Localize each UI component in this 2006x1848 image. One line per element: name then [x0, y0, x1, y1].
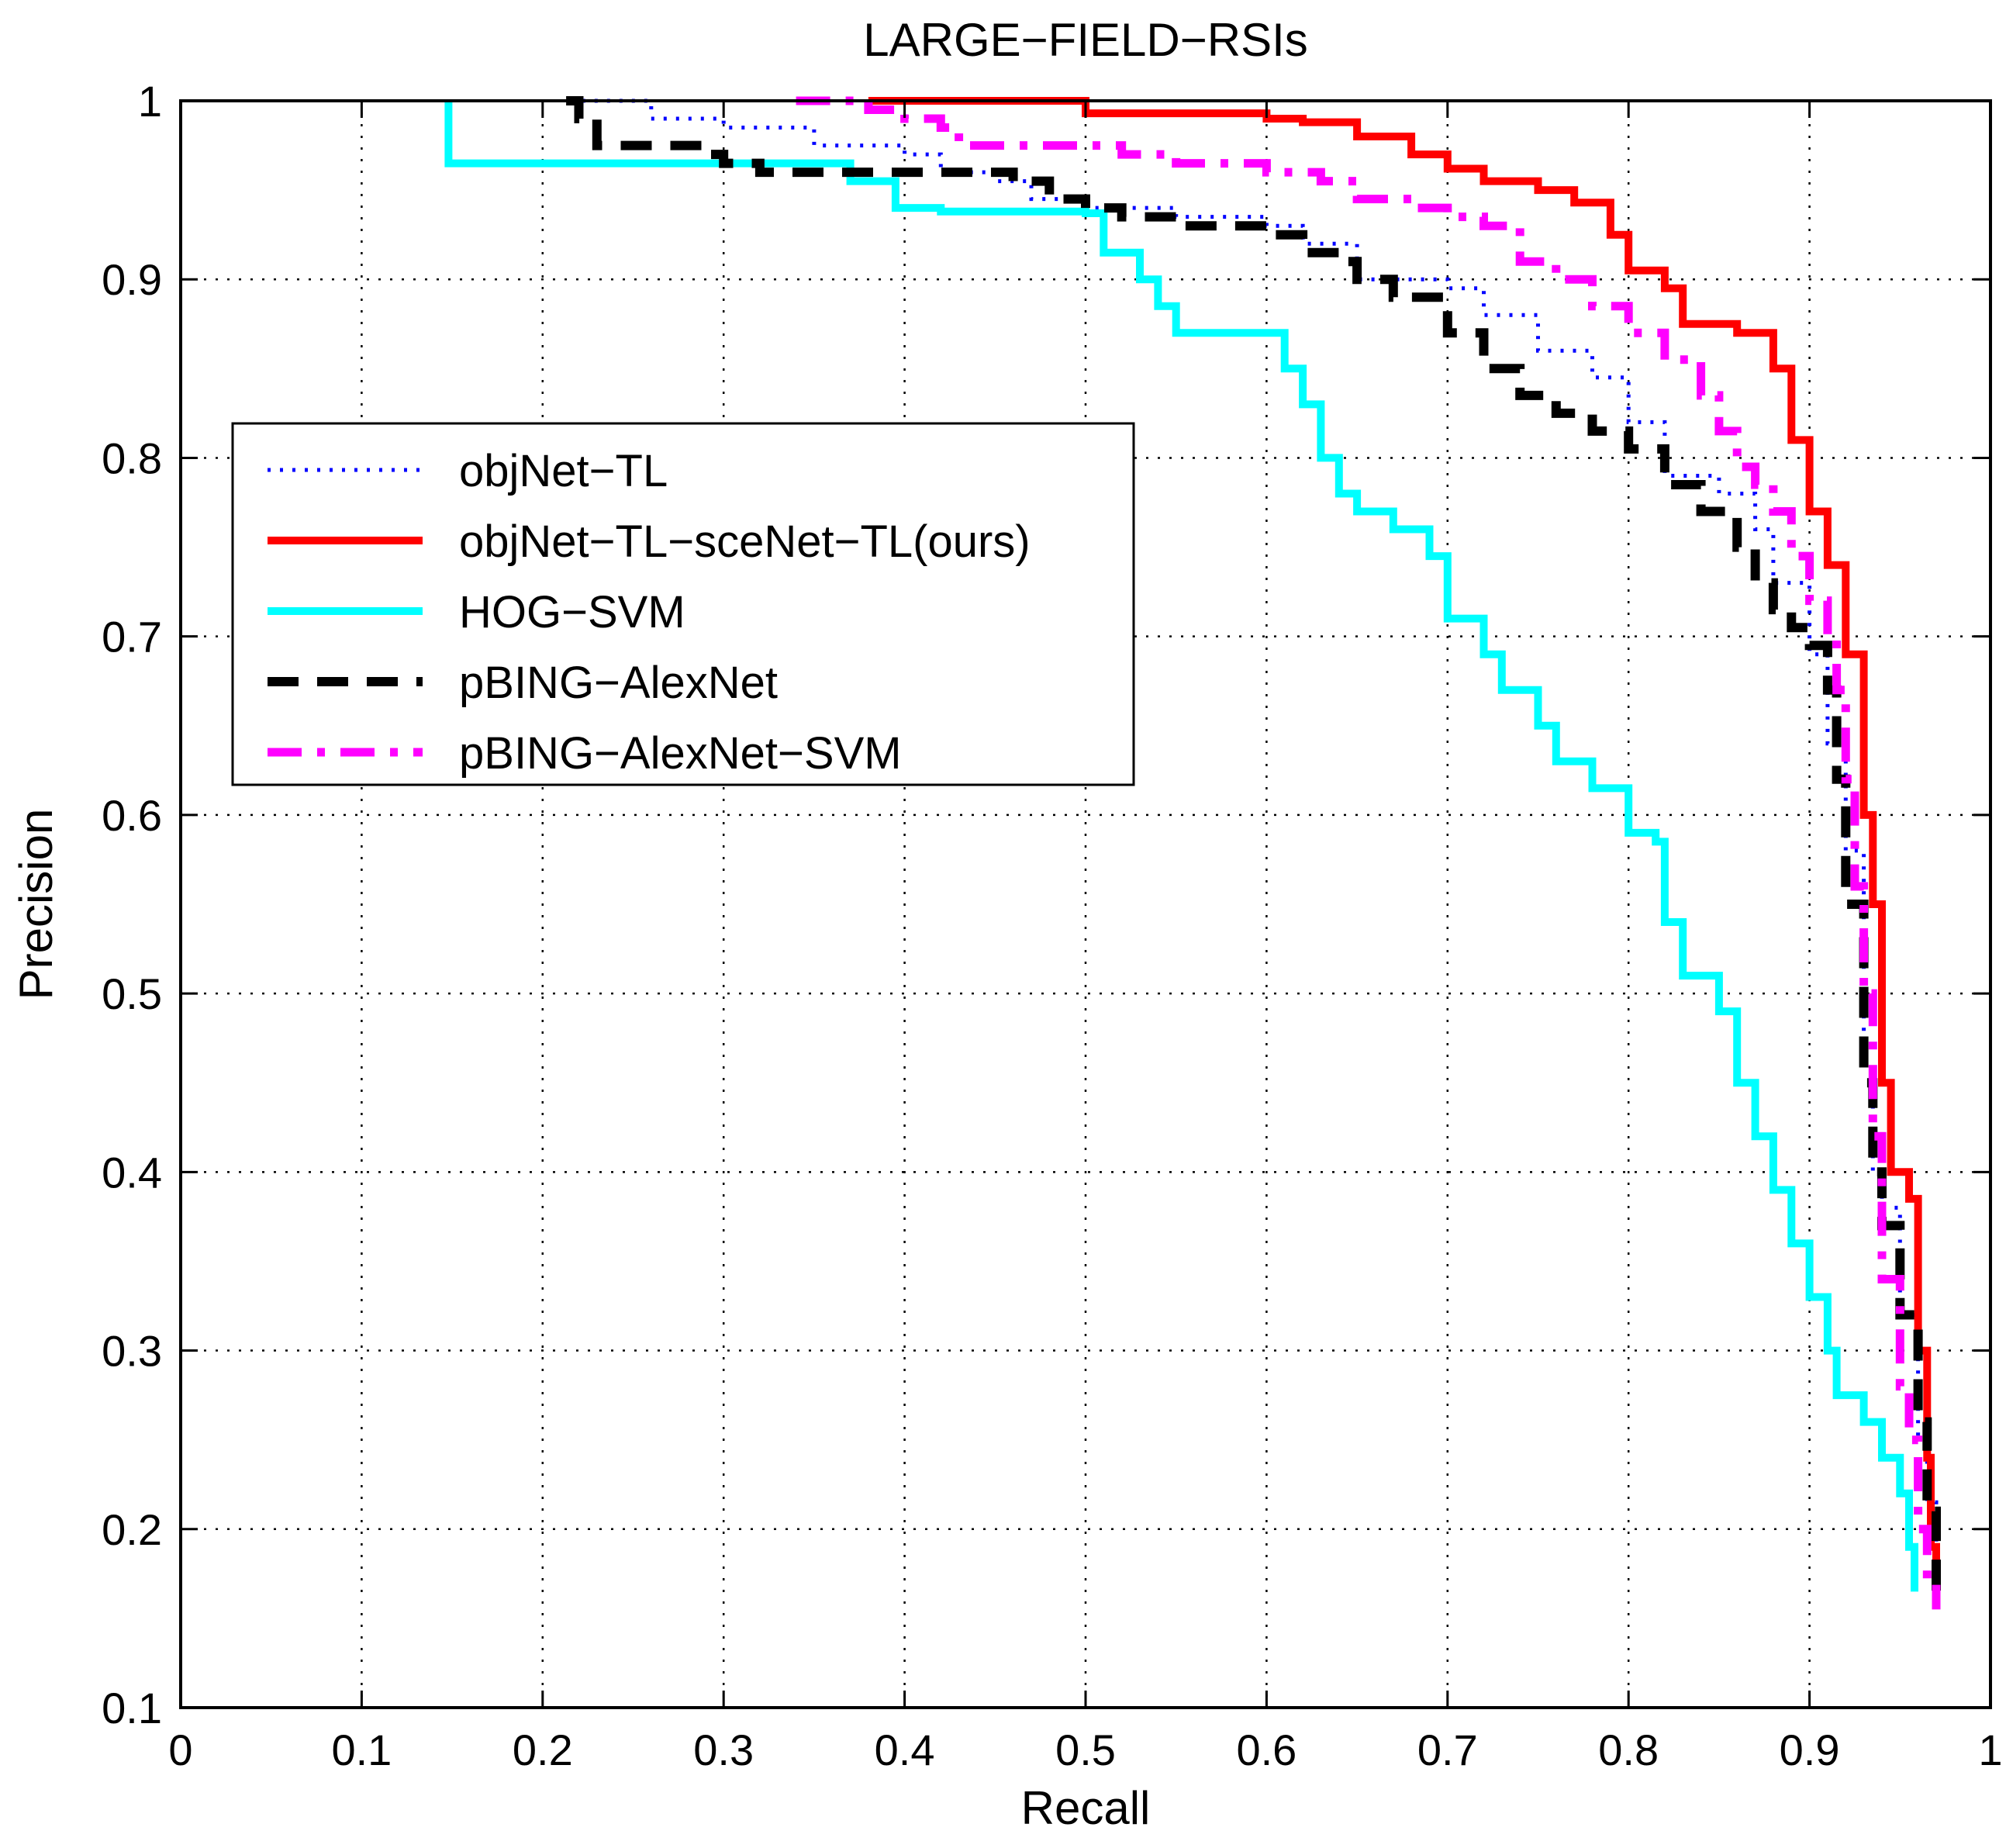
y-tick-label: 0.6: [102, 791, 162, 840]
legend-label-5: pBING−AlexNet−SVM: [459, 728, 902, 779]
x-axis-label: Recall: [1021, 1782, 1151, 1834]
y-tick-label: 0.9: [102, 255, 162, 304]
legend: objNet−TL objNet−TL−sceNet−TL(ours) HOG−SV…: [231, 422, 1135, 786]
y-tick-label: 1: [138, 77, 162, 126]
x-tick-label: 0.1: [331, 1725, 392, 1774]
y-axis-label: Precision: [10, 809, 62, 1000]
series-line-2: [868, 97, 1940, 1583]
x-tick-labels: 0 0.1 0.2 0.3 0.4 0.5 0.6 0.7 0.8 0.9 1: [168, 1725, 2002, 1774]
x-tick-label: 0.7: [1417, 1725, 1478, 1774]
x-tick-label: 0.3: [693, 1725, 754, 1774]
series-line-1: [569, 98, 1939, 1547]
x-tick-label: 0.6: [1236, 1725, 1296, 1774]
legend-entries: objNet−TL objNet−TL−sceNet−TL(ours) HOG−SV…: [268, 446, 1031, 779]
y-tick-label: 0.7: [102, 613, 162, 661]
y-tick-label: 0.4: [102, 1148, 162, 1197]
y-tick-label: 0.2: [102, 1505, 162, 1554]
chart-title: LARGE−FIELD−RSIs: [863, 14, 1308, 66]
y-tick-labels: 0.1 0.2 0.3 0.4 0.5 0.6 0.7 0.8 0.9 1: [102, 77, 162, 1732]
grid-lines: [181, 101, 1990, 1708]
y-tick-label: 0.8: [102, 434, 162, 482]
x-tick-label: 1: [1978, 1725, 2002, 1774]
x-tick-label: 0.2: [513, 1725, 573, 1774]
x-tick-label: 0.8: [1598, 1725, 1659, 1774]
x-tick-label: 0.5: [1055, 1725, 1116, 1774]
legend-label-1: objNet−TL: [459, 446, 668, 496]
series-line-5: [796, 96, 1941, 1610]
legend-label-3: HOG−SVM: [459, 587, 685, 637]
x-tick-label: 0: [168, 1725, 192, 1774]
y-tick-label: 0.1: [102, 1684, 162, 1732]
legend-label-2: objNet−TL−sceNet−TL(ours): [459, 516, 1031, 567]
legend-box: [231, 422, 1135, 786]
y-tick-label: 0.3: [102, 1327, 162, 1376]
y-tick-label: 0.5: [102, 969, 162, 1018]
series-line-3: [444, 101, 1918, 1592]
x-tick-label: 0.9: [1780, 1725, 1840, 1774]
series-layer: [444, 96, 1941, 1610]
x-tick-label: 0.4: [875, 1725, 935, 1774]
axis-ticks: [179, 99, 1992, 1709]
legend-label-4: pBING−AlexNet: [459, 658, 778, 708]
